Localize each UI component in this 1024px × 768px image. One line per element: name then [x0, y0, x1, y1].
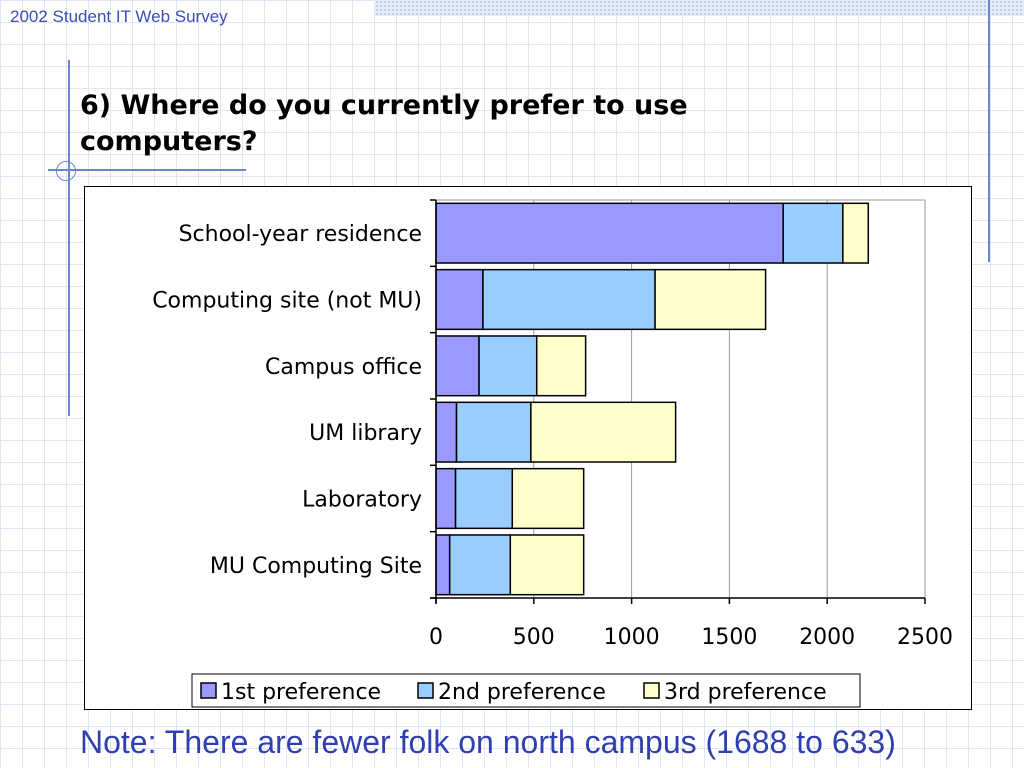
category-label-3: Campus office: [265, 355, 422, 380]
chart-frame: School-year residence Computing site (not…: [84, 186, 972, 710]
bar-3-series-1: [435, 335, 480, 397]
bar-6-series-1: [435, 534, 451, 596]
legend-label-2: 2nd preference: [438, 680, 606, 705]
bar-5-series-2: [454, 467, 514, 530]
bar-1-series-2: [782, 202, 844, 264]
top-decorative-band: [375, 0, 1024, 16]
bar-6-series-3: [509, 534, 585, 596]
bar-4-series-3: [530, 401, 677, 463]
category-label-6: MU Computing Site: [210, 554, 422, 579]
legend-label-1: 1st preference: [221, 680, 381, 705]
legend-box: [191, 673, 861, 708]
legend-label-3: 3rd preference: [664, 680, 827, 705]
x-tick-label-4: 2000: [799, 625, 855, 650]
legend-swatch-2: [417, 682, 434, 699]
bar-3-series-2: [478, 335, 538, 397]
decorative-circle-icon: [56, 161, 76, 181]
category-label-5: Laboratory: [302, 488, 422, 513]
legend-swatch-1: [200, 682, 217, 699]
bar-2-series-3: [654, 268, 767, 331]
x-tick-label-5: 2500: [897, 625, 953, 650]
bar-6-series-2: [448, 534, 512, 596]
footnote: Note: There are fewer folk on north camp…: [80, 724, 896, 760]
title-underline: [48, 169, 246, 171]
bar-5-series-1: [435, 467, 457, 530]
x-tick-label-3: 1500: [701, 625, 757, 650]
x-tick-label-1: 500: [513, 625, 555, 650]
x-tick-label-2: 1000: [604, 625, 660, 650]
category-label-4: UM library: [309, 421, 422, 446]
stacked-bar-chart: School-year residence Computing site (not…: [152, 199, 953, 708]
category-label-1: School-year residence: [179, 222, 422, 247]
slide-title: 6) Where do you currently prefer to use …: [80, 90, 688, 157]
category-label-2: Computing site (not MU): [152, 289, 422, 314]
legend-swatch-3: [643, 682, 660, 699]
bar-5-series-3: [511, 467, 585, 530]
bar-2-series-2: [482, 268, 656, 331]
bar-4-series-1: [435, 401, 458, 463]
x-tick-label-0: 0: [429, 625, 443, 650]
bar-3-series-3: [535, 335, 587, 397]
header-survey-name: 2002 Student IT Web Survey: [10, 7, 228, 26]
bar-2-series-1: [435, 268, 484, 331]
bar-1-series-3: [842, 202, 870, 264]
bar-1-series-1: [435, 202, 784, 264]
bar-4-series-2: [455, 401, 532, 463]
right-decorative-line: [988, 0, 990, 262]
left-decorative-line: [68, 60, 70, 416]
